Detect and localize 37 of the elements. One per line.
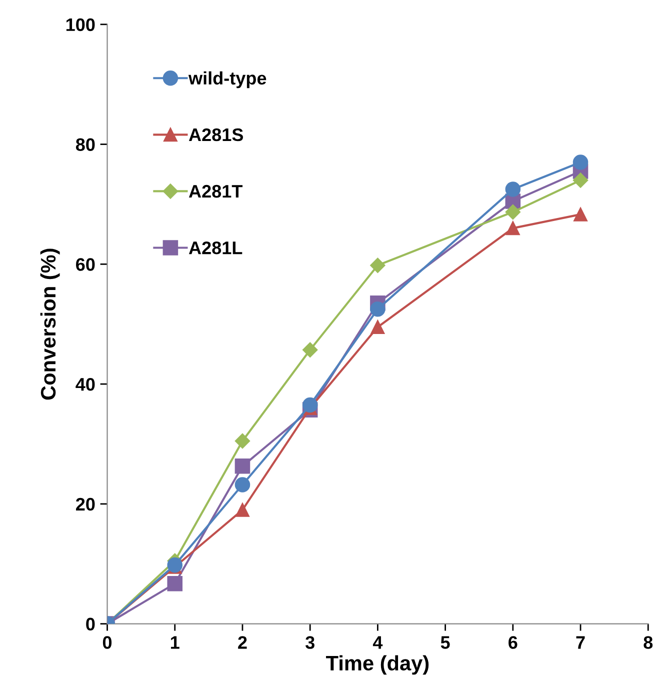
x-tick-label: 2 xyxy=(238,636,247,649)
point xyxy=(505,204,520,220)
legend-label: A281L xyxy=(188,241,242,254)
x-tick-label: 3 xyxy=(305,636,314,649)
point xyxy=(572,154,588,170)
point xyxy=(236,502,250,517)
point xyxy=(370,258,386,273)
x-tick-label: 0 xyxy=(102,636,112,649)
x-tick-label: 8 xyxy=(644,636,653,649)
legend-label: A281S xyxy=(188,128,244,142)
point xyxy=(167,576,183,592)
x-tick-label: 7 xyxy=(576,636,585,649)
point xyxy=(370,301,386,317)
legend-label: wild-type xyxy=(188,71,266,88)
y-tick-label: 0 xyxy=(86,618,95,631)
point xyxy=(506,221,520,236)
point xyxy=(234,458,250,474)
point xyxy=(370,320,385,334)
y-tick-label: 100 xyxy=(66,18,95,32)
point xyxy=(234,433,250,449)
x-tick-label: 6 xyxy=(508,636,518,649)
y-tick-label: 40 xyxy=(76,378,95,391)
y-tick-label: 80 xyxy=(76,138,95,151)
point xyxy=(505,182,521,197)
point xyxy=(574,207,588,222)
point xyxy=(302,342,318,358)
x-tick-label: 5 xyxy=(440,636,450,649)
x-tick-label: 1 xyxy=(170,636,180,649)
y-tick-label: 60 xyxy=(76,258,95,271)
y-axis-title: Conversion (%) xyxy=(40,248,60,400)
y-tick-label: 20 xyxy=(76,498,95,511)
point xyxy=(302,397,318,413)
point xyxy=(234,477,250,492)
x-tick-label: 4 xyxy=(372,636,383,649)
x-axis-title: Time (day) xyxy=(326,655,429,675)
point xyxy=(572,172,588,188)
legend-label: A281T xyxy=(188,184,243,198)
